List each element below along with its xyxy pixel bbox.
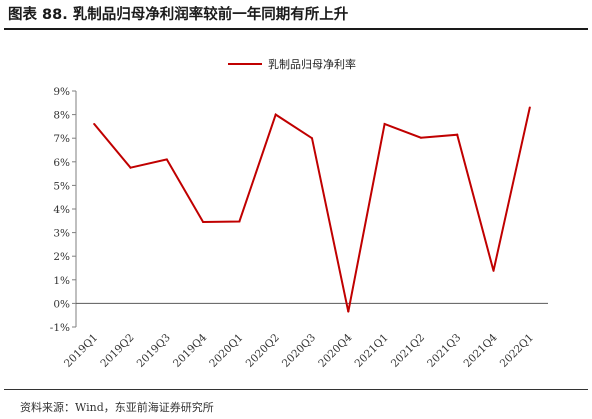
- y-tick-label: 0%: [53, 298, 70, 310]
- legend-label: 乳制品归母净利率: [268, 57, 356, 71]
- data-point: [93, 123, 96, 126]
- x-tick-label: 2021Q2: [389, 332, 427, 370]
- y-tick-label: 7%: [53, 133, 70, 145]
- y-tick-label: 1%: [53, 275, 70, 287]
- data-point: [165, 158, 168, 161]
- x-tick-label: 2020Q4: [316, 331, 354, 369]
- x-tick-label: 2020Q2: [244, 332, 282, 370]
- figure-title: 图表 88. 乳制品归母净利润率较前一年同期有所上升: [8, 7, 349, 23]
- data-point: [274, 113, 277, 116]
- data-point: [311, 137, 313, 140]
- x-tick-label: 2022Q1: [498, 332, 536, 370]
- y-tick-label: 8%: [53, 110, 70, 122]
- x-tick-label: 2020Q1: [207, 332, 245, 370]
- chart-legend: 乳制品归母净利率: [228, 57, 356, 71]
- x-tick-label: 2021Q1: [353, 332, 391, 370]
- y-tick-label: 2%: [53, 251, 70, 263]
- y-tick-label: 6%: [53, 157, 70, 169]
- data-point: [419, 136, 422, 139]
- data-point: [202, 220, 205, 223]
- data-point: [238, 220, 241, 223]
- x-tick-label: 2020Q3: [280, 332, 318, 370]
- x-tick-label: 2021Q4: [461, 331, 499, 369]
- y-tick-label: -1%: [50, 322, 70, 334]
- x-tick-label: 2019Q1: [62, 332, 100, 370]
- chart-series: [93, 106, 531, 313]
- y-tick-label: 5%: [53, 180, 70, 192]
- footer-divider: [4, 389, 588, 390]
- x-tick-label: 2019Q4: [171, 331, 209, 369]
- data-point: [492, 269, 495, 272]
- y-tick-label: 9%: [53, 86, 70, 98]
- x-tick-label: 2019Q2: [98, 332, 136, 370]
- data-point: [347, 310, 350, 313]
- data-point: [383, 123, 386, 126]
- x-tick-label: 2021Q3: [425, 332, 463, 370]
- y-tick-label: 3%: [53, 228, 70, 240]
- x-tick-label: 2019Q3: [135, 332, 173, 370]
- source-note: 资料来源：Wind，东亚前海证券研究所: [20, 401, 214, 414]
- data-point: [129, 166, 132, 169]
- y-tick-label: 4%: [53, 204, 70, 216]
- data-point: [528, 106, 531, 109]
- title-divider: [4, 28, 588, 30]
- data-point: [456, 133, 459, 136]
